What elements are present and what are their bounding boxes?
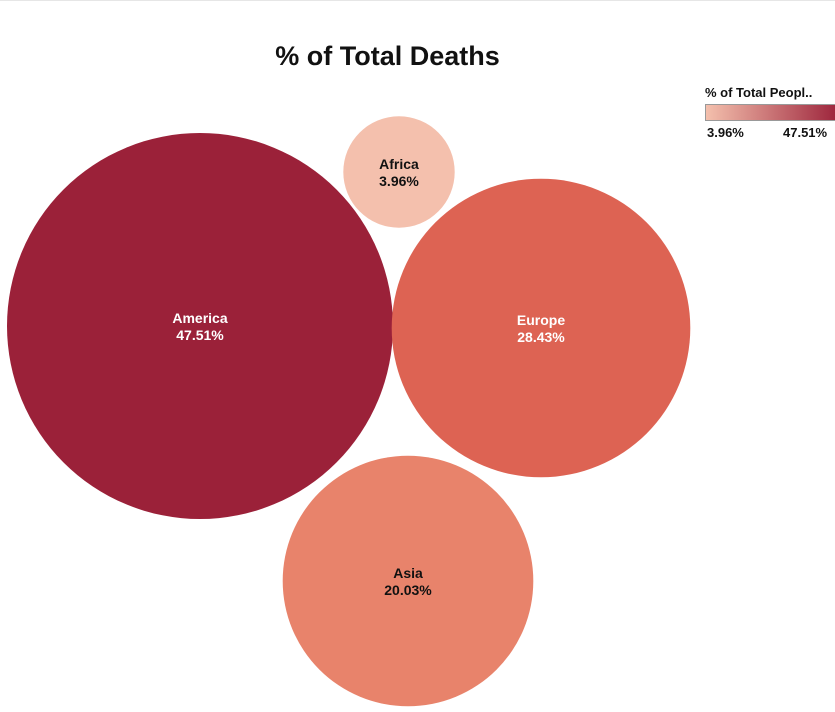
- legend-color-ramp: [705, 104, 835, 121]
- legend-labels: 3.96% 47.51%: [705, 125, 835, 141]
- bubble-value-label: 28.43%: [517, 329, 565, 345]
- bubble-category-label: Europe: [517, 312, 565, 328]
- bubble-circle-asia[interactable]: [282, 455, 534, 707]
- chart-title: % of Total Deaths: [275, 41, 500, 71]
- bubble-value-label: 20.03%: [384, 582, 432, 598]
- bubble-category-label: America: [172, 310, 227, 326]
- bubble-value-label: 47.51%: [176, 327, 224, 343]
- bubble-category-label: Africa: [379, 156, 419, 172]
- bubble-value-label: 3.96%: [379, 173, 419, 189]
- legend-min-label: 3.96%: [707, 125, 744, 140]
- bubble-circle-africa[interactable]: [343, 116, 455, 228]
- color-legend[interactable]: % of Total Peopl.. 3.96% 47.51%: [705, 85, 835, 141]
- legend-title: % of Total Peopl..: [705, 85, 813, 100]
- bubble-circle-america[interactable]: [7, 133, 393, 519]
- bubble-circle-europe[interactable]: [391, 178, 691, 478]
- bubble-category-label: Asia: [393, 565, 423, 581]
- legend-max-label: 47.51%: [783, 125, 828, 140]
